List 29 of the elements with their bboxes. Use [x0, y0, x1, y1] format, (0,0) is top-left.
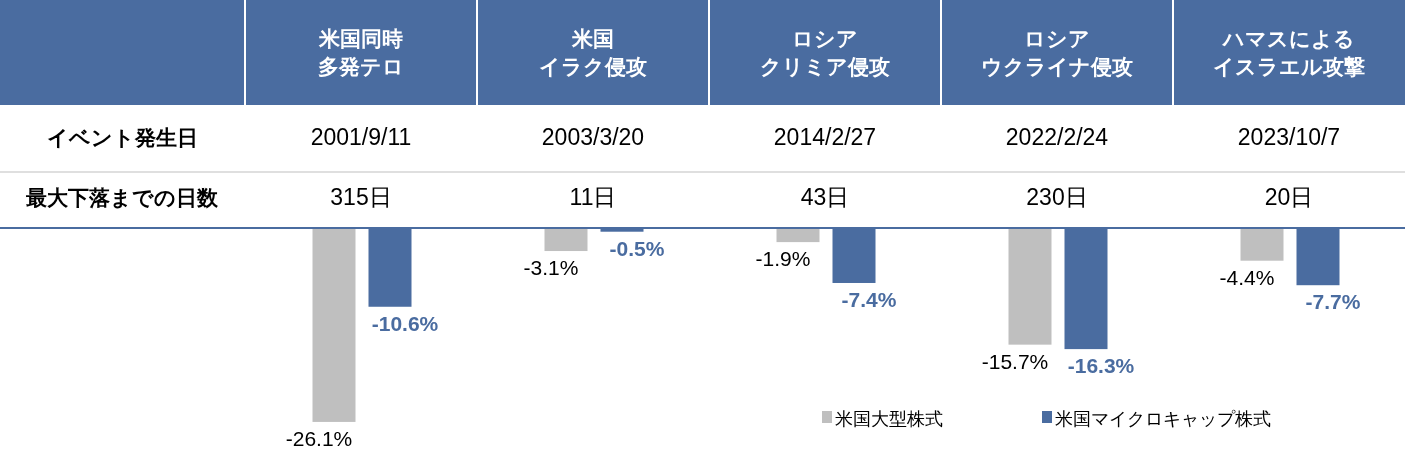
text: 2014/2/27: [773, 124, 877, 150]
text: 230日: [1026, 184, 1088, 210]
text: 43日: [800, 184, 850, 210]
data-label: -7.7%: [1305, 290, 1361, 314]
text: 20日: [1264, 184, 1314, 210]
x-tick-label: ロシアウクライナ侵攻: [981, 27, 1133, 78]
text: 2003/3/20: [541, 124, 645, 150]
legend-label: 米国大型株式: [835, 409, 943, 429]
x-tick-label: 米国同時多発テロ: [318, 27, 404, 78]
x-tick-label: 米国イラク侵攻: [539, 27, 647, 78]
data-label: -10.6%: [371, 311, 439, 335]
data-label: -15.7%: [981, 349, 1049, 373]
text: 2022/2/24: [1005, 124, 1109, 150]
text: イベント発生日: [46, 126, 198, 149]
data-label: -26.1%: [285, 426, 353, 450]
text: 2001/9/11: [310, 124, 412, 150]
x-tick-label: ハマスによるイスラエル攻撃: [1213, 27, 1365, 78]
data-label: -3.1%: [523, 256, 579, 280]
data-label: -16.3%: [1067, 354, 1135, 378]
data-label: -7.4%: [841, 287, 897, 311]
text: 315日: [330, 184, 392, 210]
legend-label: 米国マイクロキャップ株式: [1055, 409, 1271, 429]
x-tick-label: ロシアクリミア侵攻: [760, 27, 890, 78]
text: 2023/10/7: [1237, 124, 1341, 150]
data-label: -1.9%: [755, 247, 811, 271]
text: 最大下落までの日数: [25, 186, 219, 209]
text: 11日: [569, 184, 617, 210]
data-label: -4.4%: [1219, 265, 1275, 289]
data-label: -0.5%: [609, 236, 665, 260]
